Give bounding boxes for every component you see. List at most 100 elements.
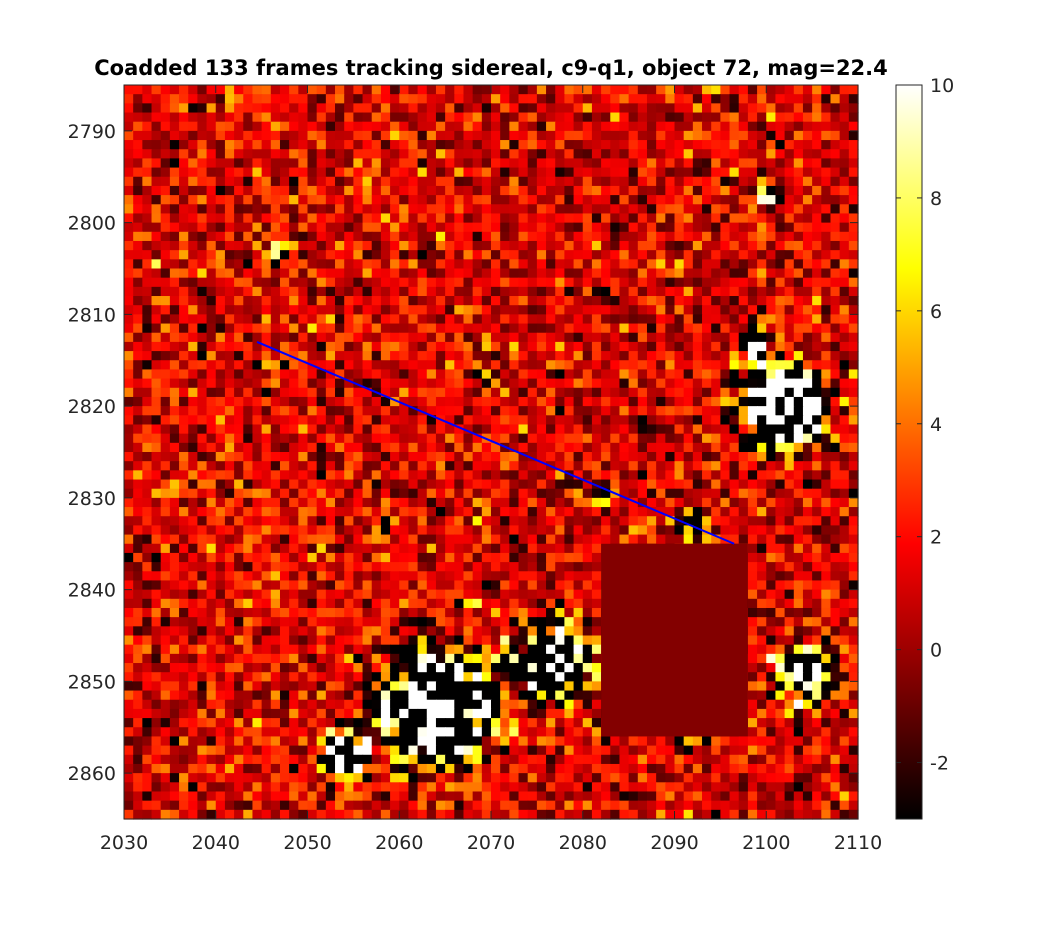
heatmap-cell [426,240,437,251]
heatmap-cell [848,543,859,554]
heatmap-cell [527,195,538,205]
heatmap-cell [279,378,290,389]
heatmap-cell [298,589,309,600]
heatmap-cell [472,580,483,591]
heatmap-cell [243,204,254,215]
heatmap-cell [188,140,199,150]
heatmap-cell [729,103,740,114]
heatmap-cell [518,94,529,104]
heatmap-cell [573,387,584,398]
heatmap-cell [747,222,758,233]
heatmap-cell [702,314,712,325]
heatmap-cell [848,571,859,582]
heatmap-cell [463,470,474,481]
heatmap-cell [133,268,143,279]
heatmap-cell [124,424,134,435]
heatmap-cell [591,296,602,306]
heatmap-cell [179,149,189,160]
heatmap-cell [830,387,841,398]
heatmap-cell [683,433,694,444]
heatmap-cell [390,167,400,178]
heatmap-cell [601,525,611,536]
heatmap-cell [821,516,832,527]
heatmap-cell [766,378,777,389]
heatmap-cell [757,250,767,260]
heatmap-cell [124,140,134,150]
heatmap-cell [564,195,575,205]
heatmap-cell [399,323,410,334]
heatmap-cell [353,195,364,205]
heatmap-cell [591,140,602,150]
heatmap-cell [270,204,281,215]
heatmap-cell [848,442,859,453]
heatmap-cell [206,259,217,270]
heatmap-cell [270,433,281,444]
heatmap-cell [472,85,483,95]
heatmap-cell [124,479,134,490]
heatmap-cell [142,387,153,398]
heatmap-cell [417,562,428,572]
heatmap-cell [573,130,584,141]
heatmap-cell [619,277,630,288]
heatmap-cell [555,277,566,288]
heatmap-cell [445,341,455,352]
heatmap-cell [472,598,483,609]
heatmap-cell [481,103,492,114]
heatmap-cell [298,598,309,609]
heatmap-cell [555,452,566,462]
heatmap-cell [509,497,520,508]
heatmap-cell [747,158,758,169]
heatmap-cell [784,259,795,270]
heatmap-cell [316,286,327,297]
heatmap-cell [527,525,538,536]
heatmap-cell [766,552,777,563]
heatmap-cell [390,259,400,270]
heatmap-cell [839,497,850,508]
heatmap-cell [463,461,474,471]
heatmap-cell [298,571,309,582]
heatmap-cell [298,580,309,591]
heatmap-cell [582,635,593,646]
heatmap-cell [692,277,703,288]
heatmap-cell [775,103,786,114]
heatmap-cell [206,369,217,380]
heatmap-cell [261,433,272,444]
heatmap-cell [371,461,382,471]
heatmap-cell [738,140,749,150]
heatmap-cell [610,341,621,352]
heatmap-cell [500,341,510,352]
heatmap-cell [371,323,382,334]
heatmap-cell [316,442,327,453]
heatmap-cell [573,158,584,169]
heatmap-cell [335,479,345,490]
heatmap-cell [711,525,721,536]
heatmap-cell [362,240,373,251]
heatmap-cell [133,543,143,554]
heatmap-cell [591,305,602,315]
heatmap-cell [812,589,822,600]
heatmap-cell [133,250,143,260]
heatmap-cell [169,571,180,582]
heatmap-cell [325,305,336,315]
heatmap-cell [582,130,593,141]
heatmap-cell [656,406,666,416]
heatmap-cell [435,424,446,435]
heatmap-cell [692,213,703,224]
heatmap-cell [656,130,666,141]
heatmap-cell [335,121,345,132]
heatmap-cell [775,176,786,187]
heatmap-cell [417,231,428,242]
heatmap-cell [179,635,189,646]
heatmap-cell [270,277,281,288]
heatmap-cell [298,378,309,389]
heatmap-cell [188,516,199,527]
heatmap-cell [527,488,538,499]
heatmap-cell [674,488,685,499]
heatmap-cell [821,286,832,297]
heatmap-cell [637,268,648,279]
heatmap-cell [362,130,373,141]
heatmap-cell [637,351,648,361]
heatmap-cell [169,562,180,572]
heatmap-cell [316,360,327,371]
heatmap-cell [234,277,244,288]
